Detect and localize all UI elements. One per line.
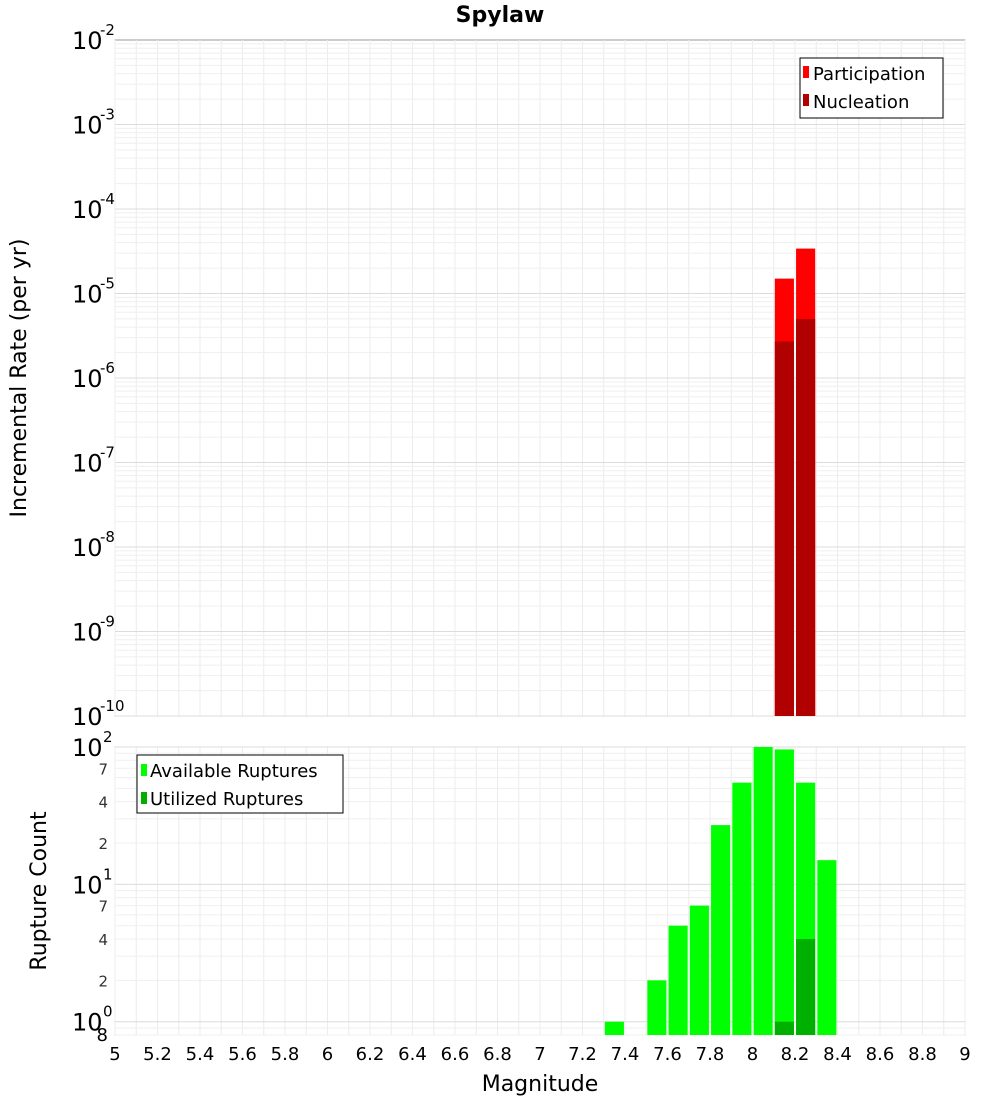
chart-title: Spylaw [456,3,545,28]
y-tick-exponent: -10 [100,697,125,715]
y-tick-exponent: -2 [100,21,115,39]
x-tick-label: 8.2 [781,1044,810,1065]
x-tick-label: 6.8 [483,1044,512,1065]
y-tick-label: 10 [72,534,103,562]
legend-label-utilized: Utilized Ruptures [150,789,303,810]
bar-available-ruptures [604,1021,624,1035]
y-tick-exponent: 0 [103,1003,113,1021]
y-tick-exponent: -7 [100,444,115,462]
rate-grid [114,40,966,717]
bar-available-ruptures [774,749,794,1035]
y-minor-tick-label: 7 [98,898,108,916]
x-tick-label: 5.8 [271,1044,300,1065]
y-minor-tick-label: 4 [98,794,108,812]
x-tick-label: 6.4 [398,1044,427,1065]
legend-label-available: Available Ruptures [150,761,318,782]
bar-available-ruptures [668,925,688,1035]
bar-available-ruptures [732,782,752,1035]
x-tick-label: 5 [109,1044,120,1065]
legend-swatch-available [141,764,147,776]
y-tick-exponent: 2 [103,728,113,746]
legend-swatch-utilized [141,792,147,804]
bar-available-ruptures [647,980,667,1035]
y-tick-label: 10 [72,619,103,647]
rate-legend: Participation Nucleation [799,57,944,119]
y-minor-tick-label: 4 [98,931,108,949]
x-tick-label: 5.2 [143,1044,172,1065]
y-tick-label: 10 [72,281,103,309]
count-y-axis-label: Rupture Count [27,811,52,971]
bar-nucleation [774,341,794,716]
bar-available-ruptures [817,860,837,1035]
x-tick-label: 6.2 [356,1044,385,1065]
x-tick-label: 5.4 [186,1044,215,1065]
y-minor-tick-label: 7 [98,760,108,778]
y-tick-label: 10 [72,365,103,393]
y-tick-exponent: -4 [100,190,115,208]
x-tick-label: 5.6 [228,1044,257,1065]
x-tick-label: 8.4 [823,1044,852,1065]
y-minor-tick-label: 2 [98,835,108,853]
bar-available-ruptures [711,825,731,1035]
y-tick-label: 10 [72,1009,103,1037]
y-tick-label: 10 [72,703,103,731]
bar-nucleation [796,318,816,716]
legend-swatch-participation [803,66,809,78]
x-tick-label: 8.8 [908,1044,937,1065]
bar-utilized-ruptures [774,1021,794,1035]
legend-label-nucleation: Nucleation [813,92,909,113]
y-tick-label: 10 [72,27,103,55]
bar-utilized-ruptures [796,939,816,1035]
y-tick-exponent: -6 [100,359,115,377]
rate-y-axis-label: Incremental Rate (per yr) [7,239,32,518]
x-tick-label: 7.6 [653,1044,682,1065]
x-tick-label: 6.6 [441,1044,470,1065]
y-minor-tick-label: 2 [98,972,108,990]
x-axis-label: Magnitude [482,1072,599,1097]
x-tick-label: 7.2 [568,1044,597,1065]
y-tick-exponent: -3 [100,106,115,124]
x-tick-label: 8.6 [866,1044,895,1065]
y-tick-exponent: 1 [103,865,113,883]
y-tick-label: 10 [72,112,103,140]
bar-available-ruptures [689,905,709,1035]
y-minor-tick-label: 8 [97,1025,108,1046]
x-tick-label: 7.4 [611,1044,640,1065]
legend-label-participation: Participation [813,64,925,85]
rate-legend-box [799,57,944,119]
count-bars [604,747,837,1035]
y-tick-label: 10 [72,196,103,224]
x-tick-label: 6 [322,1044,333,1065]
x-tick-label: 8 [747,1044,758,1065]
count-x-tick-labels: 5 5.2 5.4 5.6 5.8 6 6.2 6.4 6.6 6.8 7 7.2 7.4 7.6 7.8 8… [109,1044,970,1065]
legend-swatch-nucleation [803,94,809,106]
y-tick-label: 10 [72,734,103,762]
x-tick-label: 7.8 [696,1044,725,1065]
y-tick-exponent: -8 [100,528,115,546]
rate-bars [774,248,816,716]
y-tick-label: 10 [72,871,103,899]
bar-available-ruptures [753,747,773,1035]
x-tick-label: 9 [959,1044,970,1065]
y-tick-label: 10 [72,450,103,478]
count-legend: Available Ruptures Utilized Ruptures [136,754,344,814]
y-tick-exponent: -5 [100,275,115,293]
y-tick-exponent: -9 [100,613,115,631]
x-tick-label: 7 [534,1044,545,1065]
count-legend-box [136,754,344,814]
